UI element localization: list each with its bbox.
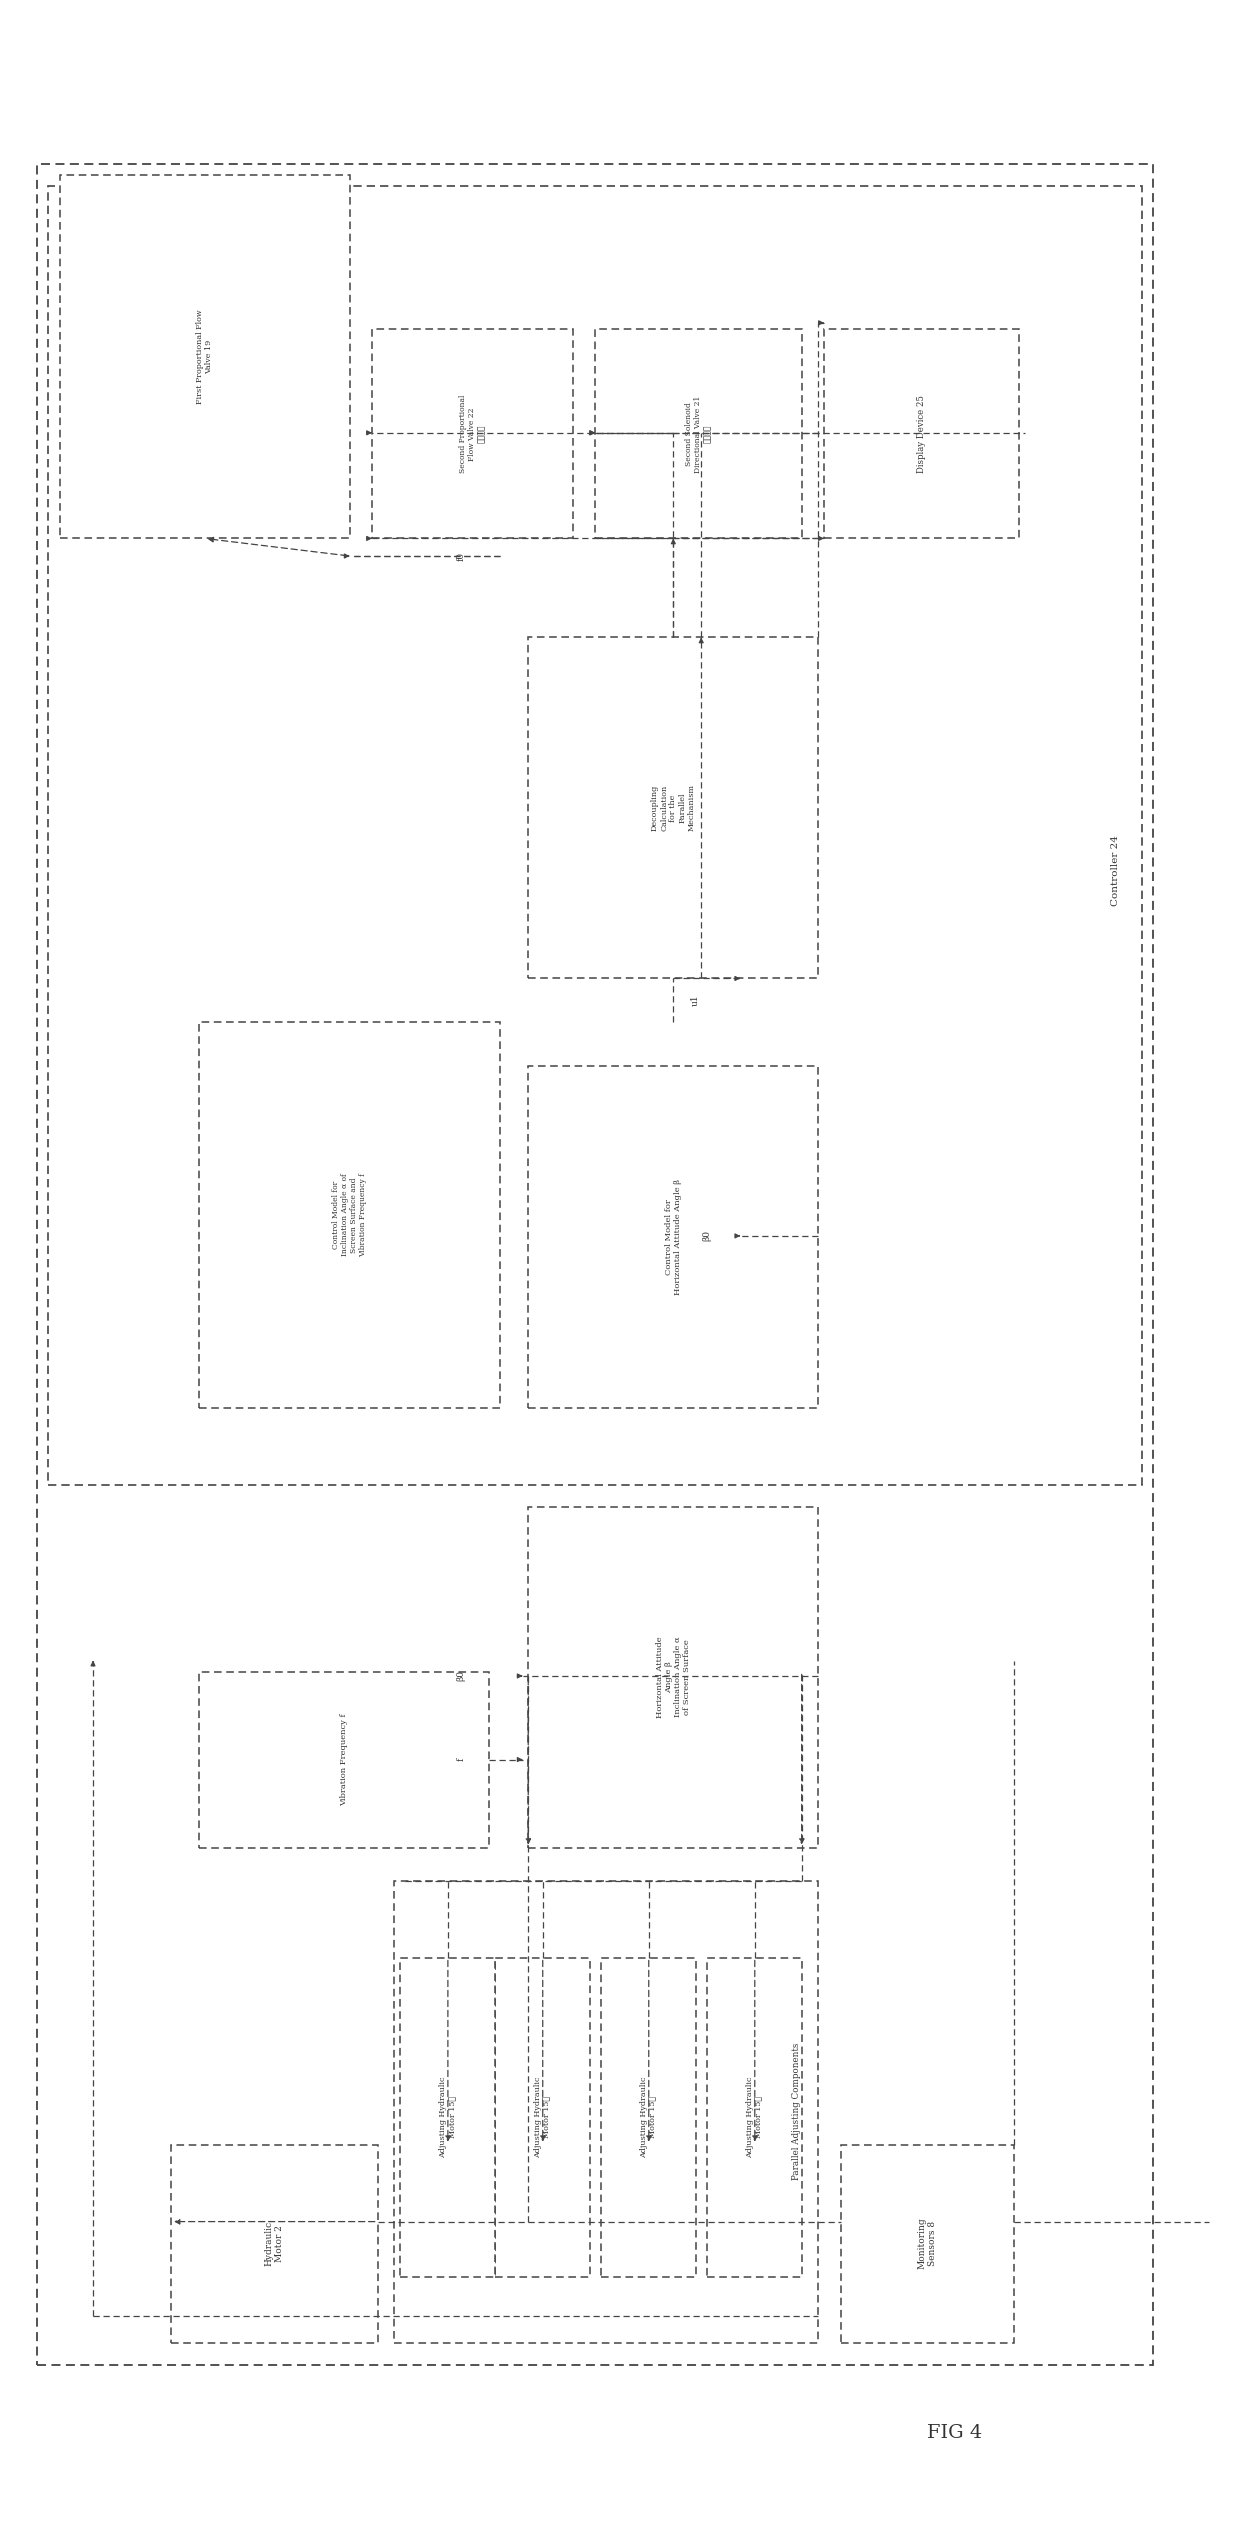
Text: FIG 4: FIG 4 (928, 2423, 982, 2443)
Text: Control Model for
Inclination Angle α of
Screen Surface and
Vibration Frequency : Control Model for Inclination Angle α of… (332, 1173, 367, 1257)
Bar (37, 164, 1153, 2365)
Text: Decoupling
Calculation
for the
Parallel
Mechanism: Decoupling Calculation for the Parallel … (651, 784, 696, 832)
Text: Adjusting Hydraulic
Motor 15②: Adjusting Hydraulic Motor 15② (640, 2076, 657, 2157)
Text: Parallel Adjusting Components: Parallel Adjusting Components (791, 2043, 801, 2180)
Bar (394, 1882, 818, 2342)
Bar (48, 187, 1142, 1485)
Text: Adjusting Hydraulic
Motor 15①: Adjusting Hydraulic Motor 15① (745, 2076, 763, 2157)
Text: First Proportional Flow
Valve 19: First Proportional Flow Valve 19 (196, 309, 213, 405)
Text: β0: β0 (456, 1672, 466, 1682)
Bar (198, 1672, 490, 1849)
Bar (595, 329, 801, 539)
Text: f0: f0 (456, 551, 466, 561)
Text: Adjusting Hydraulic
Motor 15③: Adjusting Hydraulic Motor 15③ (533, 2076, 551, 2157)
Bar (823, 329, 1019, 539)
Bar (198, 1022, 501, 1409)
Bar (399, 1957, 495, 2276)
Text: Display Device 25: Display Device 25 (918, 395, 926, 473)
Bar (495, 1957, 590, 2276)
Bar (707, 1957, 802, 2276)
Bar (372, 329, 573, 539)
Text: Adjusting Hydraulic
Motor 15④: Adjusting Hydraulic Motor 15④ (439, 2076, 456, 2157)
Text: Vibration Frequency f: Vibration Frequency f (340, 1712, 348, 1806)
Bar (528, 1067, 818, 1409)
Text: Control Model for
Horizontal Attitude Angle β: Control Model for Horizontal Attitude An… (665, 1179, 682, 1295)
Bar (528, 637, 818, 979)
Bar (171, 2145, 377, 2342)
Text: β0: β0 (702, 1232, 712, 1242)
Text: Second Solenoid
Directional Valve 21
①②③④: Second Solenoid Directional Valve 21 ①②③… (686, 395, 712, 473)
Text: Hydraulic
Motor 2: Hydraulic Motor 2 (264, 2220, 284, 2266)
Text: Monitoring
Sensors 8: Monitoring Sensors 8 (918, 2218, 937, 2269)
Text: Controller 24: Controller 24 (1111, 835, 1120, 905)
Text: Horizontal Attitude
Angle β
Inclination Angle α
of Screen Surface: Horizontal Attitude Angle β Inclination … (656, 1636, 691, 1717)
Bar (60, 175, 350, 539)
Bar (528, 1507, 818, 1849)
Bar (601, 1957, 696, 2276)
Text: f: f (456, 1758, 466, 1760)
Text: Second Proportional
Flow Valve 22
①②③④: Second Proportional Flow Valve 22 ①②③④ (459, 395, 486, 473)
Text: u1: u1 (691, 994, 701, 1007)
Bar (841, 2145, 1014, 2342)
